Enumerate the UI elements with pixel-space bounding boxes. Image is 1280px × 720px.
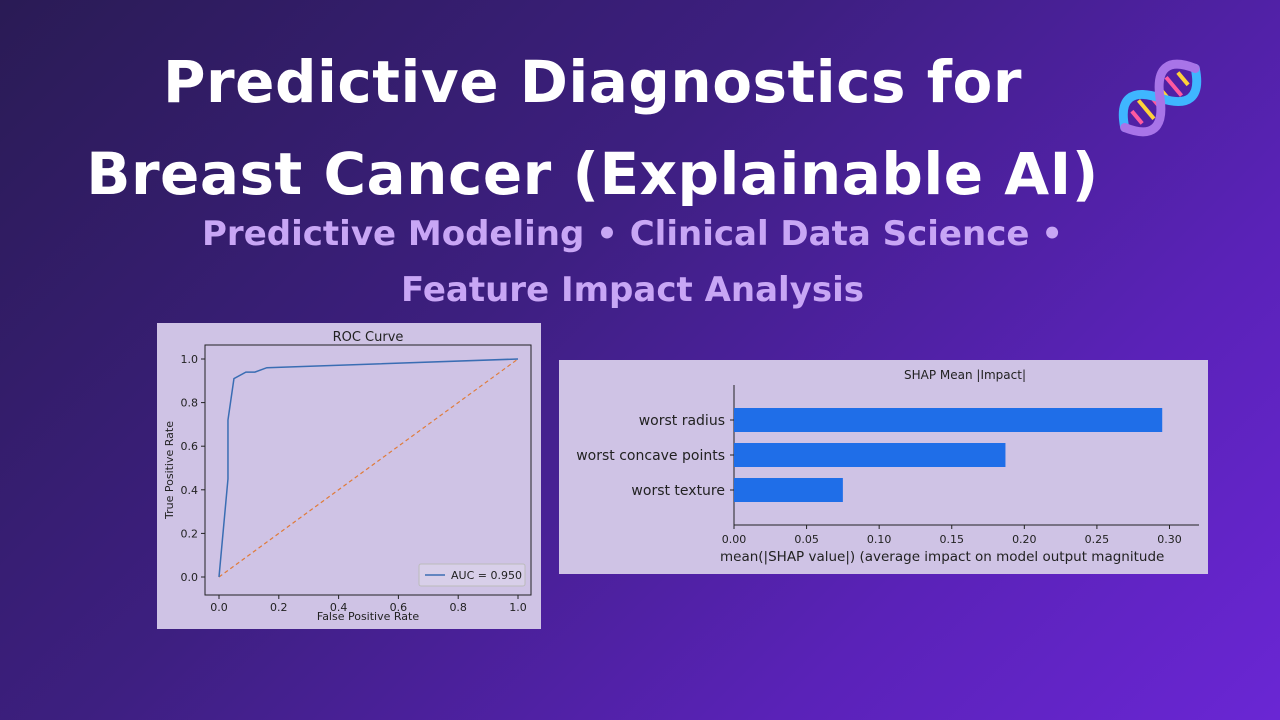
roc-y-tick-label: 1.0 — [181, 353, 199, 366]
roc-x-tick-label: 0.4 — [330, 601, 348, 614]
shap-x-tick-label: 0.05 — [794, 533, 819, 546]
page-title-line-1: Predictive Diagnostics for — [163, 48, 1022, 116]
shap-x-tick-label: 0.10 — [867, 533, 892, 546]
roc-y-tick-label: 0.0 — [181, 571, 199, 584]
roc-y-tick-label: 0.4 — [181, 484, 199, 497]
roc-x-tick-label: 0.0 — [210, 601, 228, 614]
roc-plot-frame — [204, 344, 532, 596]
roc-chart-panel: ROC Curve 0.0 0.2 0.4 0.6 0.8 1.0 0.0 0.2 0.4 0.6 0… — [157, 323, 541, 629]
shap-bar — [734, 478, 843, 502]
roc-curve-line — [218, 358, 519, 578]
roc-title: ROC Curve — [333, 330, 404, 345]
roc-x-tick-label: 1.0 — [509, 601, 527, 614]
shap-x-tick-label: 0.25 — [1085, 533, 1110, 546]
dna-icon — [1108, 46, 1212, 154]
shap-bar — [734, 408, 1163, 432]
shap-chart: SHAP Mean |Impact| worst radius worst conc… — [576, 368, 1199, 565]
shap-category-label: worst texture — [631, 483, 725, 499]
shap-category-label: worst radius — [639, 413, 725, 429]
shap-bar — [734, 443, 1006, 467]
roc-y-tick-label: 0.8 — [181, 397, 199, 410]
roc-chart: ROC Curve 0.0 0.2 0.4 0.6 0.8 1.0 0.0 0.2 0.4 0.6 0… — [163, 330, 532, 623]
roc-x-tick-label: 0.8 — [449, 601, 467, 614]
shap-x-tick-label: 0.00 — [722, 533, 747, 546]
page-title-line-2: Breast Cancer (Explainable AI) — [86, 140, 1099, 208]
shap-x-tick-label: 0.15 — [939, 533, 964, 546]
shap-category-label: worst concave points — [576, 448, 725, 464]
shap-title: SHAP Mean |Impact| — [904, 368, 1026, 382]
subtitle-line-1: Predictive Modeling • Clinical Data Scie… — [202, 214, 1063, 254]
shap-x-tick-label: 0.30 — [1157, 533, 1182, 546]
roc-x-tick-label: 0.2 — [270, 601, 288, 614]
roc-y-tick-label: 0.2 — [181, 527, 199, 540]
roc-y-tick-label: 0.6 — [181, 440, 199, 453]
subtitle-line-2: Feature Impact Analysis — [401, 270, 864, 310]
roc-legend-label: AUC = 0.950 — [451, 569, 522, 582]
roc-x-tick-label: 0.6 — [390, 601, 408, 614]
roc-x-axis-label: False Positive Rate — [317, 610, 419, 623]
shap-x-axis-label: mean(|SHAP value|) (average impact on mo… — [720, 549, 1164, 565]
shap-chart-panel: SHAP Mean |Impact| worst radius worst conc… — [559, 360, 1208, 574]
roc-chance-line — [218, 358, 519, 578]
roc-legend-box — [418, 563, 526, 587]
roc-y-axis-label: True Positive Rate — [163, 421, 176, 520]
shap-x-tick-label: 0.20 — [1012, 533, 1036, 546]
